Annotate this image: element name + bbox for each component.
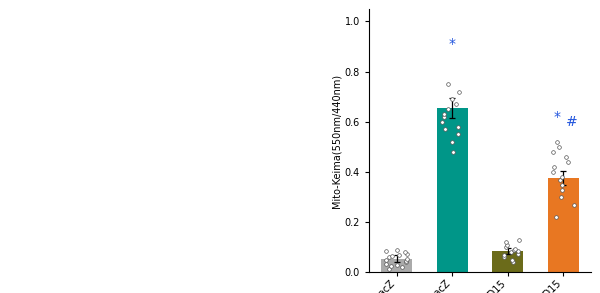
Point [562,155,571,159]
Point [443,82,452,86]
Point [506,250,515,255]
Text: #: # [566,115,577,129]
Point [499,255,509,260]
Point [549,165,559,169]
Point [501,240,511,245]
Point [400,250,409,255]
Point [447,139,457,144]
Point [499,253,509,257]
Point [387,254,397,258]
Point [454,132,463,137]
Point [381,249,391,253]
Point [569,202,578,207]
Point [548,150,557,154]
Point [439,115,449,119]
Point [402,251,412,256]
Point [551,215,561,219]
Point [554,144,563,149]
Point [556,177,565,182]
Text: *: * [553,110,560,124]
Point [437,120,446,124]
Point [381,261,391,266]
Point [557,195,566,200]
Point [382,258,391,262]
Point [557,175,567,179]
Point [510,246,520,251]
Point [454,125,463,129]
Point [501,245,511,250]
Point [392,263,402,267]
Point [384,255,394,260]
Point [508,258,517,262]
Point [447,97,457,102]
Point [394,253,404,257]
Bar [382,259,412,272]
Point [557,182,567,187]
Bar [437,108,467,272]
Point [508,260,518,265]
Point [402,256,412,261]
Point [563,160,573,164]
Point [552,139,562,144]
Point [502,243,511,247]
Text: *: * [449,38,456,52]
Point [443,107,453,112]
Point [397,265,407,270]
Point [557,187,566,192]
Point [384,266,394,271]
Point [392,248,402,252]
Point [451,102,461,107]
Point [401,260,411,265]
Point [454,89,464,94]
Point [514,238,524,242]
Point [548,170,558,174]
Bar [548,178,578,272]
Y-axis label: Mito-Keima(550nm/440nm): Mito-Keima(550nm/440nm) [332,74,342,208]
Point [386,264,396,269]
Point [401,259,410,263]
Point [509,248,518,252]
Bar [493,251,523,272]
Point [439,112,449,117]
Point [440,127,449,132]
Point [514,251,523,256]
Point [449,150,458,154]
Point [513,249,523,253]
